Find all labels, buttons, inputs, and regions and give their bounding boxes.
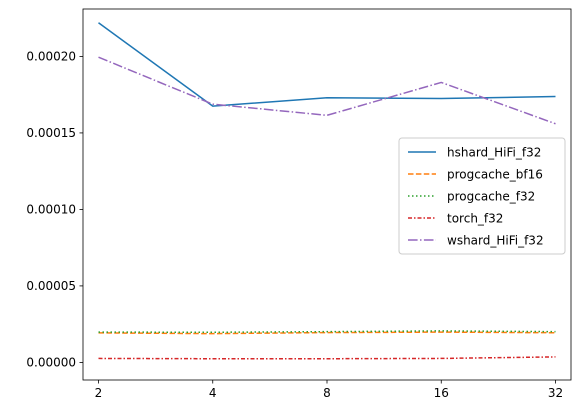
- series-lines: [98, 22, 556, 360]
- series-line-progcache_bf16: [98, 331, 556, 335]
- y-tick-label: 0.00005: [26, 279, 76, 293]
- x-tick-label: 16: [434, 386, 449, 400]
- legend: hshard_HiFi_f32 progcache_bf16 progcache_f…: [398, 137, 566, 255]
- x-tick-label: 2: [95, 386, 103, 400]
- legend-box: [398, 137, 566, 255]
- series-line-torch_f32: [98, 356, 556, 360]
- legend-label: hshard_HiFi_f32: [447, 145, 541, 159]
- x-tick-label: 8: [323, 386, 331, 400]
- legend-label: wshard_HiFi_f32: [447, 233, 544, 247]
- y-tick-label: 0.00000: [26, 356, 76, 370]
- x-tick-label: 32: [548, 386, 563, 400]
- y-tick-label: 0.00010: [26, 203, 76, 217]
- y-tick-label: 0.00020: [26, 50, 76, 64]
- legend-label: progcache_f32: [447, 189, 535, 203]
- legend-label: torch_f32: [447, 211, 503, 225]
- axis-ticks: 2 4 8 16 32 0.00000 0.00005 0.00010 0.00015 0.000…: [26, 50, 563, 400]
- series-line-progcache_f32: [98, 330, 556, 334]
- legend-label: progcache_bf16: [447, 167, 543, 181]
- x-tick-label: 4: [209, 386, 217, 400]
- plot-frame: [82, 8, 572, 381]
- series-line-hshard_HiFi_f32: [98, 22, 556, 107]
- series-line-wshard_HiFi_f32: [98, 56, 556, 125]
- y-tick-label: 0.00015: [26, 126, 76, 140]
